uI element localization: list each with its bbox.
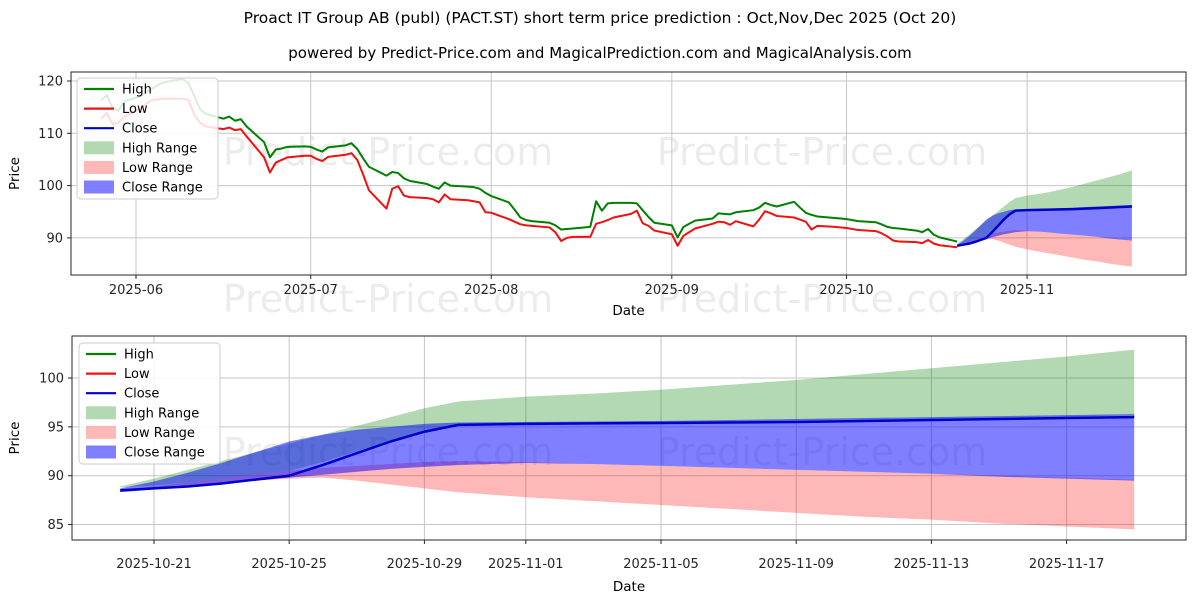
legend-label: High [124, 348, 154, 363]
x-tick-label: 2025-11-17 [1029, 557, 1105, 572]
y-tick-label: 90 [47, 469, 64, 484]
top-yaxis-label: Price [7, 157, 23, 190]
watermark-text: Predict-Price.com [223, 130, 554, 174]
chart-title: Proact IT Group AB (publ) (PACT.ST) shor… [243, 9, 957, 27]
legend-label: Low [122, 102, 148, 117]
x-tick-label: 2025-10-21 [116, 557, 192, 572]
top-xaxis-label: Date [612, 303, 644, 319]
x-tick-label: 2025-10-25 [251, 557, 327, 572]
legend-swatch-low-range [84, 160, 114, 174]
legend-swatch-low-range [86, 425, 116, 439]
y-tick-label: 120 [38, 75, 63, 90]
low-line [100, 97, 958, 249]
y-tick-label: 100 [39, 372, 64, 387]
watermark-text: Predict-Price.com [223, 277, 554, 321]
x-tick-label: 2025-06 [109, 283, 163, 298]
legend-label: Close Range [122, 181, 203, 196]
top-high-range-band [957, 170, 1132, 245]
chart-subtitle: powered by Predict-Price.com and Magical… [288, 44, 912, 62]
legend-label: Low [124, 367, 150, 382]
legend-label: High [122, 83, 152, 98]
x-tick-label: 2025-10 [819, 283, 873, 298]
x-tick-label: 2025-10-29 [387, 557, 463, 572]
legend-label: Close Range [124, 446, 205, 461]
y-tick-label: 85 [47, 518, 64, 533]
legend-label: High Range [122, 141, 197, 156]
bottom-axes-frame [71, 335, 1187, 541]
bottom-low-range-band [120, 461, 1135, 530]
y-tick-label: 110 [38, 127, 63, 142]
legend-swatch-high-range [86, 406, 116, 420]
x-tick-label: 2025-11-13 [894, 557, 970, 572]
bottom-close-line [120, 415, 1135, 492]
top-axes-frame [70, 71, 1187, 276]
legend-label: Low Range [122, 161, 193, 176]
bottom-high-range-band [120, 349, 1135, 488]
legend-label: Close [124, 387, 159, 402]
bottom-xaxis-label: Date [613, 579, 645, 595]
legend-label: Close [122, 122, 157, 137]
legend-label: High Range [124, 406, 199, 421]
y-tick-label: 95 [47, 420, 64, 435]
watermark-text: Predict-Price.com [657, 277, 988, 321]
y-tick-label: 100 [38, 179, 63, 194]
x-tick-label: 2025-11-09 [758, 557, 834, 572]
top-low-range-band [957, 230, 1132, 267]
bottom-close-range-band [120, 414, 1135, 493]
y-tick-label: 90 [46, 231, 63, 246]
legend-swatch-close-range [86, 445, 116, 459]
top-close-line [956, 205, 1132, 247]
x-tick-label: 2025-08 [464, 283, 518, 298]
legend-swatch-high-range [84, 141, 114, 155]
x-tick-label: 2025-11 [1000, 283, 1054, 298]
x-tick-label: 2025-09 [645, 283, 699, 298]
high-line [100, 77, 958, 243]
watermark-text: Predict-Price.com [657, 130, 988, 174]
legend-swatch-close-range [84, 180, 114, 194]
bottom-yaxis-label: Price [7, 422, 23, 455]
x-tick-label: 2025-11-05 [623, 557, 699, 572]
top-close-range-band [957, 204, 1132, 247]
x-tick-label: 2025-07 [284, 283, 338, 298]
legend-label: Low Range [124, 426, 195, 441]
x-tick-label: 2025-11-01 [488, 557, 564, 572]
